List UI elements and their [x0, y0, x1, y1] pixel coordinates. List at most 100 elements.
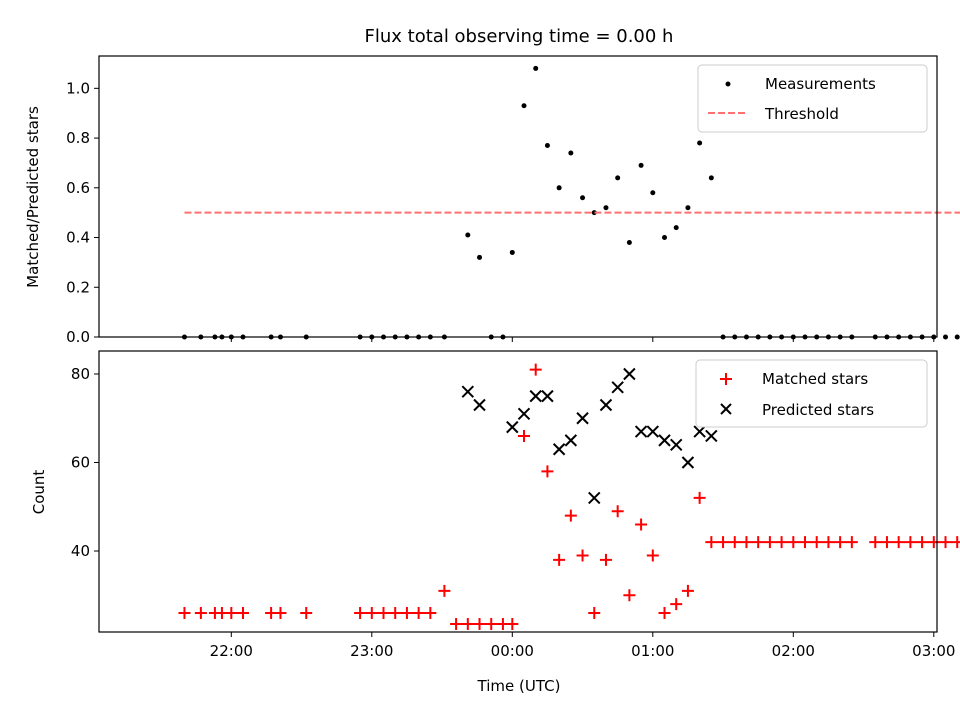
matched-star-point [274, 606, 287, 619]
matched-star-point [354, 606, 367, 619]
bottom-y-axis-label: Count [30, 470, 48, 515]
x-tick-label: 03:00 [912, 642, 955, 660]
measurement-point [544, 143, 550, 149]
matched-star-point [822, 536, 835, 549]
measurement-point [615, 175, 621, 181]
matched-star-point [670, 598, 683, 611]
measurement-point [521, 103, 527, 109]
bottom-legend-box [695, 359, 928, 428]
matched-star-point [553, 553, 566, 566]
legend-matched-marker [720, 373, 732, 385]
matched-star-point [588, 606, 601, 619]
matched-star-point [400, 606, 413, 619]
matched-star-point [869, 536, 882, 549]
matched-star-point [178, 606, 191, 619]
legend-measurements-marker [725, 81, 731, 87]
predicted-star-point [646, 425, 660, 438]
matched-star-point [389, 606, 402, 619]
measurement-point [509, 249, 515, 255]
matched-star-point [438, 584, 451, 597]
measurement-point [465, 232, 471, 238]
x-tick-label: 22:00 [210, 642, 253, 660]
matched-star-point [450, 618, 463, 631]
matched-star-point [576, 549, 589, 562]
matched-star-point [412, 606, 425, 619]
top-y-tick-label: 0.8 [66, 129, 90, 147]
predicted-star-point [705, 429, 718, 443]
predicted-star-point [506, 420, 519, 434]
matched-star-point [646, 549, 659, 562]
matched-star-point [845, 536, 858, 549]
measurement-point [638, 162, 644, 168]
matched-star-point [939, 536, 952, 549]
bottom-panel: 40 60 80 22:00 23:00 00:00 01:00 02:00 03:00 Co… [30, 350, 960, 695]
bottom-y-tick-label: 80 [71, 365, 90, 383]
matched-star-point [485, 618, 498, 631]
matched-star-point [740, 536, 753, 549]
matched-star-point [541, 465, 554, 478]
matched-star-point [300, 606, 313, 619]
matched-star-point [799, 536, 812, 549]
matched-star-point [237, 606, 250, 619]
matched-star-point [599, 553, 612, 566]
matched-star-point [518, 429, 531, 442]
legend-predicted-label: Predicted stars [762, 401, 874, 419]
matched-star-point [892, 536, 905, 549]
measurement-point [477, 254, 483, 260]
matched-star-point [763, 536, 776, 549]
measurement-point [943, 334, 949, 340]
matched-star-point [658, 606, 671, 619]
matched-star-point [681, 584, 694, 597]
predicted-star-point [658, 434, 671, 447]
predicted-star-point [599, 398, 613, 412]
matched-star-point [635, 518, 648, 531]
bottom-y-tick-label: 40 [71, 542, 90, 560]
measurement-point [650, 190, 656, 196]
bottom-legend: Matched stars Predicted stars [695, 359, 928, 428]
bottom-axes-frame [98, 350, 938, 633]
x-tick-label: 02:00 [772, 642, 815, 660]
top-y-tick-label: 1.0 [66, 79, 90, 97]
top-marks [181, 65, 960, 340]
matched-star-point [564, 509, 577, 522]
predicted-star-point [670, 438, 683, 452]
measurement-point [662, 235, 668, 241]
predicted-star-point [541, 389, 554, 403]
top-y-ticks: 0.0 0.2 0.4 0.6 0.8 1.0 [66, 79, 99, 346]
top-y-tick-label: 0.4 [66, 229, 90, 247]
bottom-x-ticks: 22:00 23:00 00:00 01:00 02:00 03:00 [210, 632, 955, 660]
top-y-tick-label: 0.2 [66, 278, 90, 296]
matched-star-point [951, 536, 960, 549]
predicted-star-point [564, 434, 578, 447]
legend-threshold-label: Threshold [764, 105, 839, 123]
matched-star-point [194, 606, 207, 619]
predicted-star-point [693, 425, 706, 438]
matched-star-point [775, 536, 788, 549]
predicted-star-point [588, 491, 601, 505]
matched-star-point [377, 606, 390, 619]
matched-star-point [916, 536, 929, 549]
measurement-point [685, 205, 691, 211]
predicted-star-point [681, 456, 695, 469]
predicted-star-point [529, 389, 542, 403]
top-y-tick-label: 0.0 [66, 328, 90, 346]
matched-star-point [623, 589, 636, 602]
matched-star-point [693, 491, 706, 504]
matched-star-point [752, 536, 765, 549]
predicted-star-point [517, 407, 531, 421]
legend-matched-label: Matched stars [762, 370, 868, 388]
matched-star-point [365, 606, 378, 619]
x-tick-label: 00:00 [491, 642, 534, 660]
measurement-point [697, 140, 703, 146]
predicted-star-point [461, 385, 475, 398]
top-y-axis-label: Matched/Predicted stars [24, 106, 42, 288]
matched-star-point [810, 536, 823, 549]
matched-star-point [834, 536, 847, 549]
matched-star-point [787, 536, 800, 549]
predicted-star-point [576, 412, 589, 425]
measurement-point [568, 150, 574, 156]
measurement-point [603, 205, 609, 211]
matched-star-point [473, 618, 486, 631]
bottom-y-ticks: 40 60 80 [71, 365, 99, 560]
bottom-marks [178, 363, 960, 631]
